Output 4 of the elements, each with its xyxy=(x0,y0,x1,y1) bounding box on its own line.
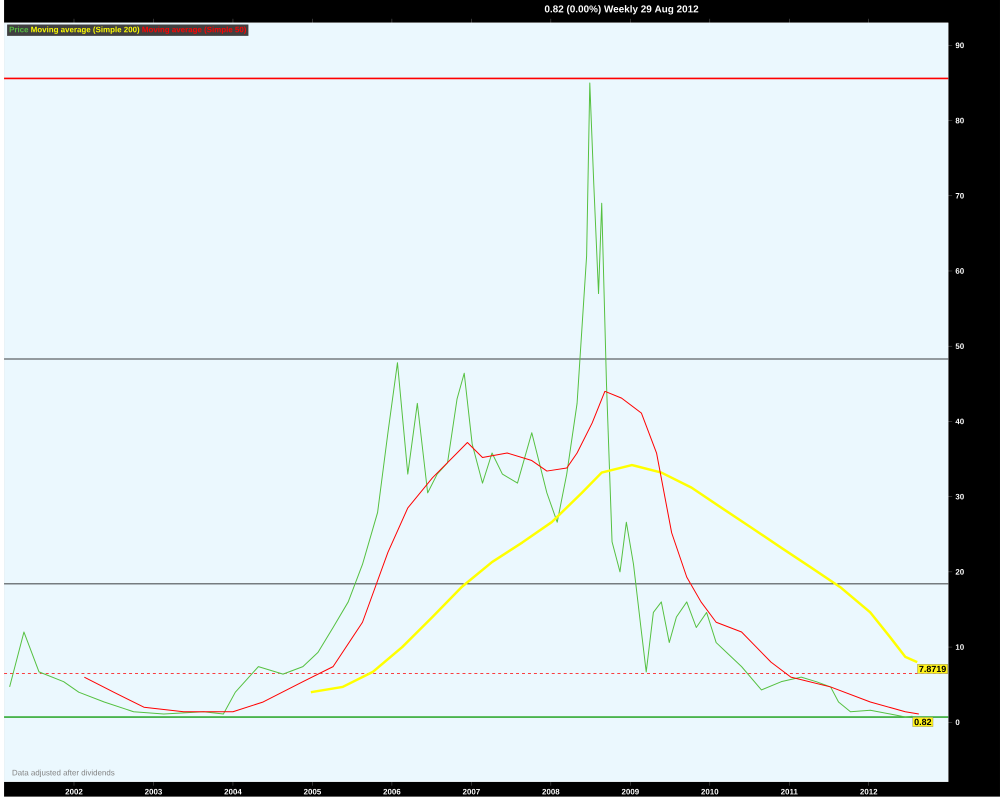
annotation: 0.82 xyxy=(914,718,932,725)
line-series xyxy=(310,464,918,694)
annotation: 7.8719 xyxy=(919,666,946,672)
chart-title: 0.82 (0.00%) Weekly 29 Aug 2012 xyxy=(544,4,698,14)
